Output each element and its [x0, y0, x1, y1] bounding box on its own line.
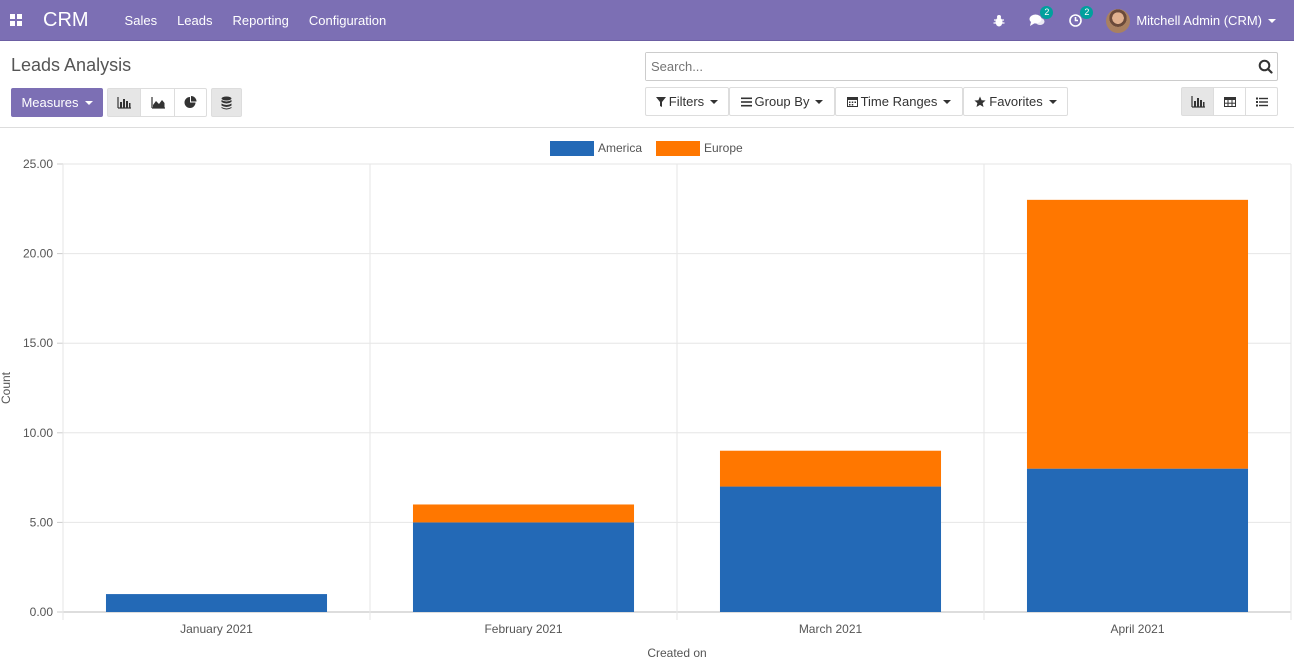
pivot-view-switch[interactable]	[1213, 87, 1246, 116]
y-tick-label: 15.00	[23, 336, 53, 350]
menu-item-reporting[interactable]: Reporting	[232, 12, 289, 28]
group-by-button[interactable]: Group By	[729, 87, 835, 116]
measures-button[interactable]: Measures	[11, 88, 103, 117]
stacked-toggle-button[interactable]	[211, 88, 242, 117]
messages-icon[interactable]: 2	[1029, 6, 1054, 27]
filter-icon	[655, 96, 666, 107]
page-title: Leads Analysis	[11, 55, 132, 75]
bar-europe	[719, 450, 942, 487]
line-chart-view-button[interactable]	[140, 88, 175, 117]
avatar	[1106, 8, 1131, 33]
calendar-icon	[846, 96, 858, 107]
x-tick-label: January 2021	[180, 622, 253, 636]
database-stack-icon	[221, 96, 232, 110]
app-brand[interactable]: CRM	[43, 8, 89, 31]
leads-bar-chart: 0.00 5.00 10.00 15.00 20.00 25.00 January 2021…	[0, 128, 1294, 664]
bar-chart-view-button[interactable]	[107, 88, 141, 117]
debug-bug-icon[interactable]	[993, 14, 1005, 27]
measures-label: Measures	[21, 95, 79, 110]
filters-button[interactable]: Filters	[645, 87, 729, 116]
search-input[interactable]	[646, 53, 1253, 80]
chevron-down-icon	[710, 99, 719, 104]
messages-badge: 2	[1040, 6, 1054, 19]
time-ranges-label: Time Ranges	[860, 94, 938, 109]
bar-europe	[1026, 199, 1249, 469]
activities-clock-icon[interactable]: 2	[1069, 6, 1094, 27]
top-navbar: CRM Sales Leads Reporting Configuration …	[0, 0, 1294, 41]
star-icon	[974, 96, 986, 108]
main-menu: Sales Leads Reporting Configuration	[125, 13, 407, 28]
bar-america	[105, 594, 328, 612]
navbar-systray: 2 2 Mitchell Admin (CRM)	[993, 0, 1294, 41]
activities-badge: 2	[1080, 6, 1094, 19]
x-tick-label: February 2021	[484, 622, 562, 636]
chevron-down-icon	[815, 99, 824, 104]
y-tick-label: 25.00	[23, 157, 53, 171]
bar-europe	[412, 504, 635, 523]
x-axis-label: Created on	[647, 646, 706, 660]
x-tick-label: March 2021	[799, 622, 863, 636]
legend-label-america: America	[598, 141, 642, 155]
list-icon	[1255, 97, 1268, 107]
favorites-button[interactable]: Favorites	[963, 87, 1068, 116]
pie-chart-icon	[184, 96, 197, 109]
chart-canvas: 0.00 5.00 10.00 15.00 20.00 25.00 January 2021…	[0, 141, 1292, 660]
time-ranges-button[interactable]: Time Ranges	[835, 87, 963, 116]
control-panel: Leads Analysis Measures Filters	[0, 41, 1294, 128]
graph-view-switch[interactable]	[1181, 87, 1214, 116]
list-view-switch[interactable]	[1245, 87, 1278, 116]
search-bar	[645, 52, 1278, 81]
legend-label-europe: Europe	[704, 141, 743, 155]
y-axis-label: Count	[0, 371, 13, 404]
y-tick-label: 20.00	[23, 247, 53, 261]
filters-label: Filters	[668, 94, 705, 109]
bar-america	[1026, 468, 1249, 612]
group-by-label: Group By	[754, 94, 810, 109]
chevron-down-icon	[943, 99, 952, 104]
y-tick-label: 5.00	[30, 515, 54, 529]
chevron-down-icon	[1268, 18, 1276, 23]
y-tick-label: 10.00	[23, 426, 53, 440]
menu-item-sales[interactable]: Sales	[124, 12, 158, 28]
bar-chart-icon	[117, 96, 131, 109]
bar-america	[412, 522, 635, 612]
x-tick-label: April 2021	[1110, 622, 1164, 636]
menu-item-leads[interactable]: Leads	[177, 12, 213, 28]
favorites-label: Favorites	[989, 94, 1043, 109]
chevron-down-icon	[1048, 99, 1057, 104]
search-icon[interactable]	[1253, 59, 1277, 74]
bar-chart-icon	[1190, 95, 1205, 108]
legend-swatch-america	[550, 141, 594, 156]
menu-item-configuration[interactable]: Configuration	[308, 12, 387, 28]
legend-swatch-europe	[656, 141, 700, 156]
apps-menu-icon[interactable]	[5, 0, 27, 41]
user-menu[interactable]: Mitchell Admin (CRM)	[1106, 8, 1276, 33]
chevron-down-icon	[84, 100, 93, 105]
y-tick-label: 0.00	[30, 605, 54, 619]
list-bars-icon	[740, 97, 752, 107]
pie-chart-view-button[interactable]	[174, 88, 207, 117]
user-name: Mitchell Admin (CRM)	[1136, 13, 1262, 28]
table-grid-icon	[1223, 96, 1236, 107]
area-chart-icon	[150, 96, 165, 109]
bar-america	[719, 486, 942, 612]
